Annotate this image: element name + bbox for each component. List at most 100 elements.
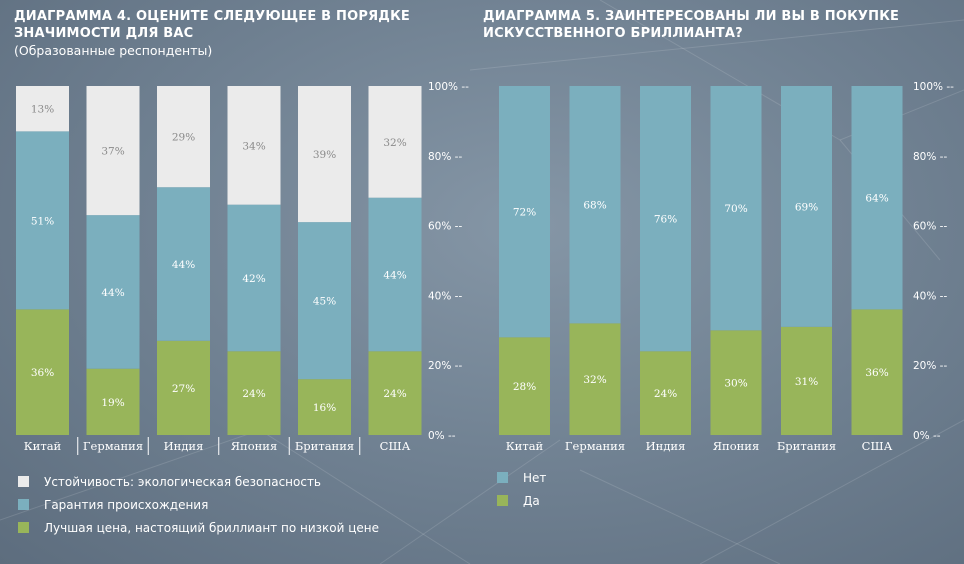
chart5-bar-0-4 [781,326,832,435]
chart4-title: ДИАГРАММА 4. ОЦЕНИТЕ СЛЕДУЮЩЕЕ В ПОРЯДКЕ… [14,9,410,41]
chart5-category-label: Япония [713,439,759,453]
chart4-ytick-label: 60% -- [428,221,462,233]
chart5-value-label: 64% [865,193,888,205]
legend-item-no: Нет [497,466,546,489]
chart5-bar-1-0 [499,86,550,338]
chart4-value-label: 36% [31,367,54,379]
chart5-ytick-label: 20% -- [913,360,947,372]
chart5-category-label: Германия [565,439,625,453]
chart5-legend: Нет Да [497,466,546,512]
chart4-bar-0-2 [157,340,210,435]
chart5-value-label: 31% [795,376,818,388]
legend-swatch [497,495,508,506]
chart4-bar-0-4 [298,379,351,435]
chart4-bar-1-3 [227,204,281,352]
chart5-title: ДИАГРАММА 5. ЗАИНТЕРЕСОВАНЫ ЛИ ВЫ В ПОКУ… [483,9,900,41]
legend-label: Устойчивость: экологическая безопасность [44,474,322,489]
chart4-bar-2-4 [298,86,351,223]
chart4-value-label: 34% [242,140,265,152]
chart5-bar-0-0 [499,337,550,435]
legend-item-price: Лучшая цена, настоящий бриллиант по низк… [18,516,379,539]
chart4-value-label: 44% [101,287,124,299]
chart4-category-label: Британия [295,439,354,453]
chart5-value-label: 68% [583,200,606,212]
chart4-subtitle: (Образованные респонденты) [14,43,213,58]
chart4-bar-0-3 [227,351,281,435]
chart5-ytick-label: 0% -- [913,430,941,442]
chart4-value-label: 24% [242,388,265,400]
legend-label: Нет [523,470,547,485]
legend-item-sustainability: Устойчивость: экологическая безопасность [18,470,379,493]
chart5-bar-1-1 [569,86,621,324]
chart4-ytick-label: 20% -- [428,360,462,372]
chart5-bar-1-5 [851,86,903,310]
chart4-bar-0-0 [16,309,69,435]
chart5-value-label: 36% [865,367,888,379]
chart4-value-label: 13% [31,104,54,116]
chart5-bar-0-1 [569,323,621,435]
chart4-value-label: 19% [101,397,124,409]
chart4-bar-1-2 [157,187,210,341]
chart4-bar-1-1 [86,215,140,369]
chart4-value-label: 37% [101,146,124,158]
chart5-value-label: 70% [724,203,747,215]
chart4-value-label: 44% [383,269,406,281]
chart4-value-label: 27% [172,383,195,395]
chart5-bar-0-2 [640,351,691,435]
chart4-value-label: 29% [172,132,195,144]
chart4-value-label: 45% [313,296,336,308]
chart5-value-label: 72% [513,207,536,219]
chart5-bar-0-3 [710,330,762,435]
chart4-ytick-label: 80% -- [428,151,462,163]
chart5-value-label: 24% [654,388,677,400]
chart5-ytick-label: 40% -- [913,290,947,302]
chart4-value-label: 42% [242,273,265,285]
chart5-plot: 28% 72% Китай 32% 68% Германия 24% 76% Индия 30% 7… [499,81,954,453]
chart5-bar-0-5 [851,309,903,435]
chart4-value-label: 16% [313,402,336,414]
chart5-value-label: 32% [583,374,606,386]
chart5-category-label: США [862,439,893,453]
chart5-value-label: 76% [654,214,677,226]
chart5-category-label: Британия [777,439,836,453]
chart4-bar-2-2 [157,86,210,188]
chart4-category-label: Китай [24,439,62,453]
chart4-category-label: Япония [231,439,277,453]
chart5-ytick-label: 60% -- [913,221,947,233]
chart5-ytick-label: 100% -- [913,81,954,93]
legend-item-yes: Да [497,489,546,512]
chart5-value-label: 69% [795,201,818,213]
chart4-value-label: 39% [313,149,336,161]
legend-label: Лучшая цена, настоящий бриллиант по низк… [44,520,379,535]
chart4-bar-2-3 [227,86,281,205]
chart5-category-label: Индия [646,439,686,453]
chart4-category-label: США [380,439,411,453]
chart5-value-label: 30% [724,378,747,390]
chart4-bar-1-4 [298,222,351,380]
chart5-bar-1-3 [710,86,762,331]
chart4-value-label: 44% [172,259,195,271]
chart5-ytick-label: 80% -- [913,151,947,163]
chart4-bar-2-1 [86,86,140,216]
legend-swatch [497,472,508,483]
chart4-category-label: Германия [83,439,143,453]
legend-label: Гарантия происхождения [44,497,209,512]
chart4-bar-2-5 [368,86,422,198]
chart4-bar-2-0 [16,86,69,132]
legend-swatch [18,476,29,487]
legend-label: Да [523,493,540,508]
chart4-ytick-label: 100% -- [428,81,469,93]
chart4-value-label: 32% [383,137,406,149]
chart5-category-label: Китай [506,439,544,453]
chart4-value-label: 24% [383,388,406,400]
legend-item-origin: Гарантия происхождения [18,493,379,516]
chart5-bar-1-2 [640,86,691,352]
chart4-ytick-label: 40% -- [428,290,462,302]
chart4-plot: 36% 51% 13% Китай 19% 44% 37% Германия 27% 44% 29%… [16,81,469,455]
chart5-value-label: 28% [513,381,536,393]
chart4-legend: Устойчивость: экологическая безопасность… [18,470,379,539]
chart4-value-label: 51% [31,215,54,227]
chart4-bar-0-5 [368,351,422,435]
chart5-bar-1-4 [781,86,832,327]
chart4-category-label: Индия [164,439,204,453]
